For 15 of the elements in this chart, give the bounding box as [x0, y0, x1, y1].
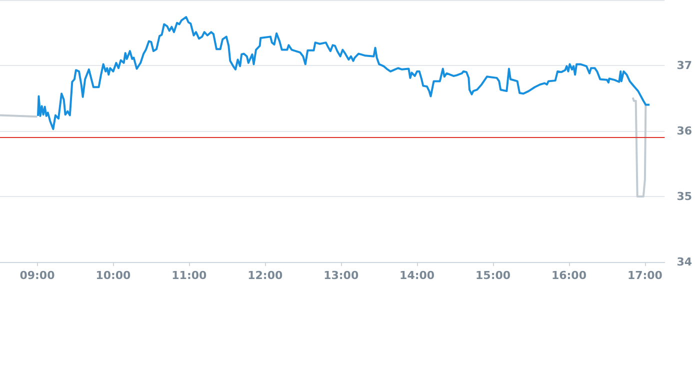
x-tick-label: 16:00 — [551, 269, 587, 282]
x-tick-label: 12:00 — [248, 269, 283, 282]
x-tick-label: 10:00 — [96, 269, 132, 282]
x-tick-label: 09:00 — [20, 269, 56, 282]
y-tick-label: 36 — [676, 124, 692, 138]
x-tick-label: 14:00 — [400, 269, 435, 282]
line-series — [36, 16, 650, 130]
y-tick-label: 37 — [676, 59, 692, 72]
x-tick-label: 17:00 — [627, 269, 663, 282]
x-tick-label: 15:00 — [476, 269, 511, 282]
line-series — [632, 96, 647, 198]
y-tick-label: 34 — [676, 256, 692, 268]
x-tick-label: 11:00 — [172, 269, 208, 282]
y-tick-label: 35 — [676, 190, 692, 203]
x-tick-label: 13:00 — [324, 269, 359, 282]
